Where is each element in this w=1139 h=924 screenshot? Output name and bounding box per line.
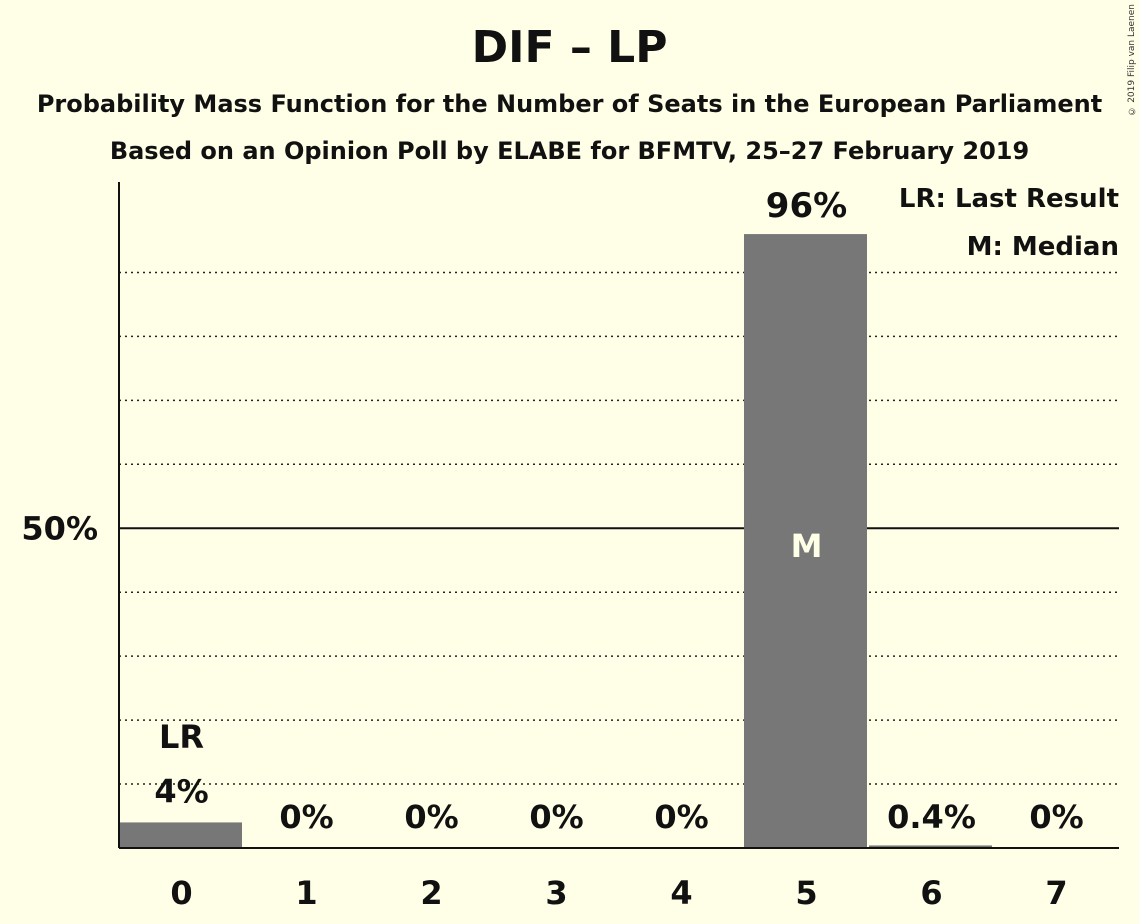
bar-0 [119, 822, 242, 848]
legend-median: M: Median [966, 232, 1119, 262]
value-label-2: 0% [404, 798, 458, 836]
chart-subtitle-2: Based on an Opinion Poll by ELABE for BF… [109, 137, 1030, 165]
x-tick-label-6: 6 [920, 874, 942, 912]
median-marker: M [791, 527, 823, 565]
x-tick-label-1: 1 [295, 874, 317, 912]
bar-5 [744, 234, 867, 848]
bar-6 [869, 845, 992, 848]
value-label-4: 0% [654, 798, 708, 836]
x-tick-label-5: 5 [795, 874, 817, 912]
legend-last-result: LR: Last Result [898, 184, 1119, 214]
value-label-7: 0% [1029, 798, 1083, 836]
value-label-3: 0% [529, 798, 583, 836]
chart-subtitle-1: Probability Mass Function for the Number… [36, 90, 1103, 118]
value-label-5: 96% [766, 186, 847, 226]
last-result-marker: LR [159, 718, 204, 756]
x-tick-label-0: 0 [170, 874, 192, 912]
x-tick-label-3: 3 [545, 874, 567, 912]
x-tick-label-7: 7 [1045, 874, 1067, 912]
value-label-1: 0% [279, 798, 333, 836]
y-tick-label: 50% [21, 509, 98, 547]
value-label-0: 4% [154, 772, 208, 810]
x-tick-label-4: 4 [670, 874, 692, 912]
value-label-6: 0.4% [887, 798, 976, 836]
chart-title: DIF – LP [471, 22, 668, 73]
x-tick-label-2: 2 [420, 874, 442, 912]
